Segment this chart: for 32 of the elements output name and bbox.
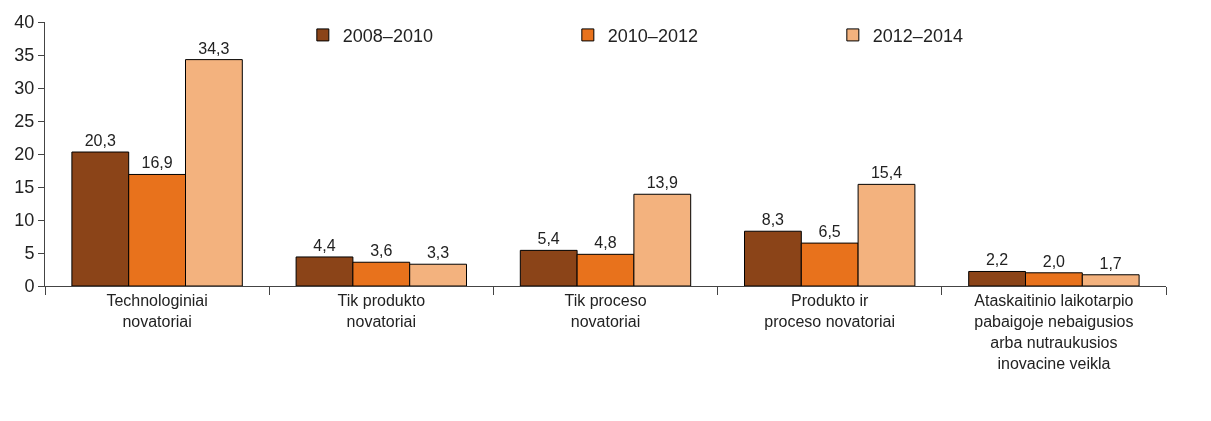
data-label: 1,7 bbox=[1099, 254, 1122, 272]
data-label: 3,3 bbox=[426, 244, 450, 262]
data-label: 2,0 bbox=[1042, 252, 1066, 270]
data-label: 5,4 bbox=[537, 230, 560, 248]
data-label: 13,9 bbox=[646, 174, 678, 192]
x-tick-label: Ataskaitinio laikotarpio pabaigoje nebaigusios arba nutraukusios inovacine veikla bbox=[974, 292, 1134, 372]
x-tick-label: Tik produkto novatoriai bbox=[337, 292, 426, 330]
data-label: 3,6 bbox=[370, 242, 393, 260]
y-tick-label: 5 bbox=[24, 243, 35, 264]
x-tick-label: Tik proceso novatoriai bbox=[564, 292, 647, 330]
data-label: 4,8 bbox=[594, 234, 617, 252]
x-tick-label: Technologiniai novatoriai bbox=[106, 292, 208, 330]
y-tick-label: 30 bbox=[14, 78, 35, 99]
y-tick-label: 40 bbox=[14, 12, 35, 33]
legend-label: 2012–2014 bbox=[872, 25, 963, 46]
data-label: 4,4 bbox=[313, 236, 336, 254]
data-label: 34,3 bbox=[198, 39, 230, 57]
data-label: 6,5 bbox=[818, 223, 841, 241]
y-tick-label: 20 bbox=[14, 144, 35, 165]
y-tick-label: 15 bbox=[14, 177, 35, 198]
y-tick-label: 10 bbox=[14, 210, 35, 231]
legend-label: 2010–2012 bbox=[607, 25, 698, 46]
y-tick-label: 25 bbox=[14, 111, 35, 132]
x-tick-label: Produkto ir proceso novatoriai bbox=[764, 292, 896, 330]
data-label: 2,2 bbox=[985, 251, 1009, 269]
y-tick-label: 0 bbox=[24, 276, 35, 297]
y-tick-label: 35 bbox=[14, 45, 35, 66]
data-label: 15,4 bbox=[870, 164, 903, 182]
data-label: 8,3 bbox=[761, 211, 785, 229]
data-label: 20,3 bbox=[84, 132, 116, 150]
legend-label: 2008–2010 bbox=[342, 25, 433, 46]
data-label: 16,9 bbox=[141, 154, 173, 172]
